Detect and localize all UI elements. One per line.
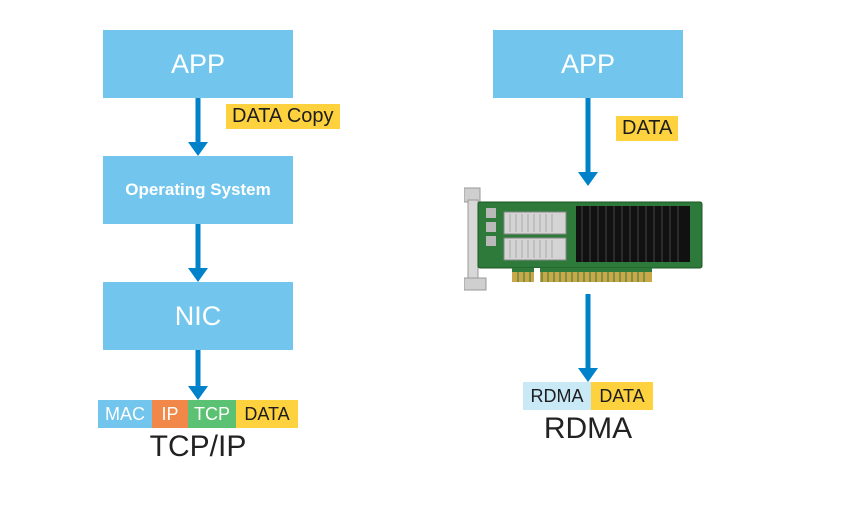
arrow-down-icon: [186, 98, 210, 156]
node-nic: NIC: [103, 282, 293, 350]
node-app-left-label: APP: [171, 49, 225, 80]
node-nic-label: NIC: [175, 301, 222, 332]
packet-right: RDMA DATA: [523, 382, 653, 410]
node-app-right: APP: [493, 30, 683, 98]
arrow-down-icon: [186, 350, 210, 400]
packet-seg-ip: IP: [152, 400, 188, 428]
nic-card-image: [464, 186, 712, 294]
packet-seg-data-right: DATA: [591, 382, 653, 410]
packet-seg-rdma: RDMA: [523, 382, 591, 410]
arrow-right-1: DATA: [458, 98, 718, 186]
network-card-icon: [464, 186, 712, 294]
arrow-right-2: [458, 294, 718, 382]
node-os-label: Operating System: [125, 180, 271, 200]
arrow-down-icon: [186, 224, 210, 282]
right-column: APP DATA: [458, 30, 718, 446]
arrow-down-icon: [576, 98, 600, 186]
arrow-left-1-label: DATA Copy: [226, 104, 340, 129]
packet-seg-mac: MAC: [98, 400, 152, 428]
node-app-left: APP: [103, 30, 293, 98]
arrow-left-2: [93, 224, 303, 282]
node-os: Operating System: [103, 156, 293, 224]
arrow-left-1: DATA Copy: [93, 98, 303, 156]
caption-left: TCP/IP: [150, 430, 247, 464]
arrow-down-icon: [576, 294, 600, 382]
packet-seg-tcp: TCP: [188, 400, 236, 428]
left-column: APP DATA Copy Operating System NIC MAC I…: [93, 30, 303, 464]
node-app-right-label: APP: [561, 49, 615, 80]
arrow-left-3: [93, 350, 303, 400]
packet-seg-data-left: DATA: [236, 400, 298, 428]
caption-right: RDMA: [544, 412, 632, 446]
packet-left: MAC IP TCP DATA: [98, 400, 298, 428]
arrow-right-1-label: DATA: [616, 116, 678, 141]
